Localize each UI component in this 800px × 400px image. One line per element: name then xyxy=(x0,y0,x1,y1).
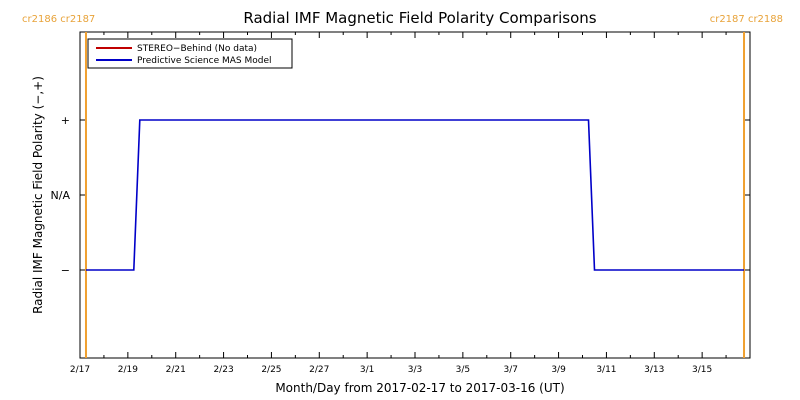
series-group xyxy=(86,119,744,271)
y-tick-label: N/A xyxy=(51,189,71,202)
cr-labels: cr2186 cr2187 cr2187 cr2188 xyxy=(22,14,783,25)
x-tick-label: 2/21 xyxy=(166,365,186,375)
x-tick-label: 2/23 xyxy=(213,365,233,375)
carrington-markers xyxy=(84,32,746,358)
series-mas-line xyxy=(86,119,744,271)
cr-label-right: cr2187 cr2188 xyxy=(710,14,783,25)
y-axis-ticks: − N/A + xyxy=(51,114,750,277)
x-tick-label: 2/25 xyxy=(261,365,281,375)
x-tick-label: 3/9 xyxy=(551,365,566,375)
y-axis-label: Radial IMF Magnetic Field Polarity (−,+) xyxy=(31,76,45,314)
legend: STEREO−Behind (No data) Predictive Scien… xyxy=(87,38,293,69)
legend-label-stereo: STEREO−Behind (No data) xyxy=(137,44,257,54)
x-tick-label: 3/5 xyxy=(456,365,470,375)
x-tick-label: 3/3 xyxy=(408,365,422,375)
x-tick-label: 3/13 xyxy=(644,365,664,375)
chart-title: Radial IMF Magnetic Field Polarity Compa… xyxy=(243,9,596,27)
x-tick-label: 2/17 xyxy=(70,365,90,375)
x-tick-label: 3/11 xyxy=(596,365,616,375)
x-tick-label: 2/19 xyxy=(118,365,138,375)
x-tick-label: 3/7 xyxy=(503,365,517,375)
x-tick-label: 3/1 xyxy=(360,365,374,375)
x-axis-label: Month/Day from 2017-02-17 to 2017-03-16 … xyxy=(275,381,564,395)
x-axis-ticks: 2/17 2/19 2/21 2/23 2/25 2/27 3/1 3/3 3/5 3/7 3/9 3… xyxy=(70,32,727,375)
plot-frame xyxy=(79,31,751,359)
cr-label-left: cr2186 cr2187 xyxy=(22,14,95,25)
legend-box xyxy=(87,38,293,69)
x-tick-label: 2/27 xyxy=(309,365,329,375)
y-tick-label: − xyxy=(61,264,70,277)
legend-label-mas: Predictive Science MAS Model xyxy=(137,56,272,66)
x-tick-label: 3/15 xyxy=(692,365,712,375)
y-tick-label: + xyxy=(61,114,70,127)
